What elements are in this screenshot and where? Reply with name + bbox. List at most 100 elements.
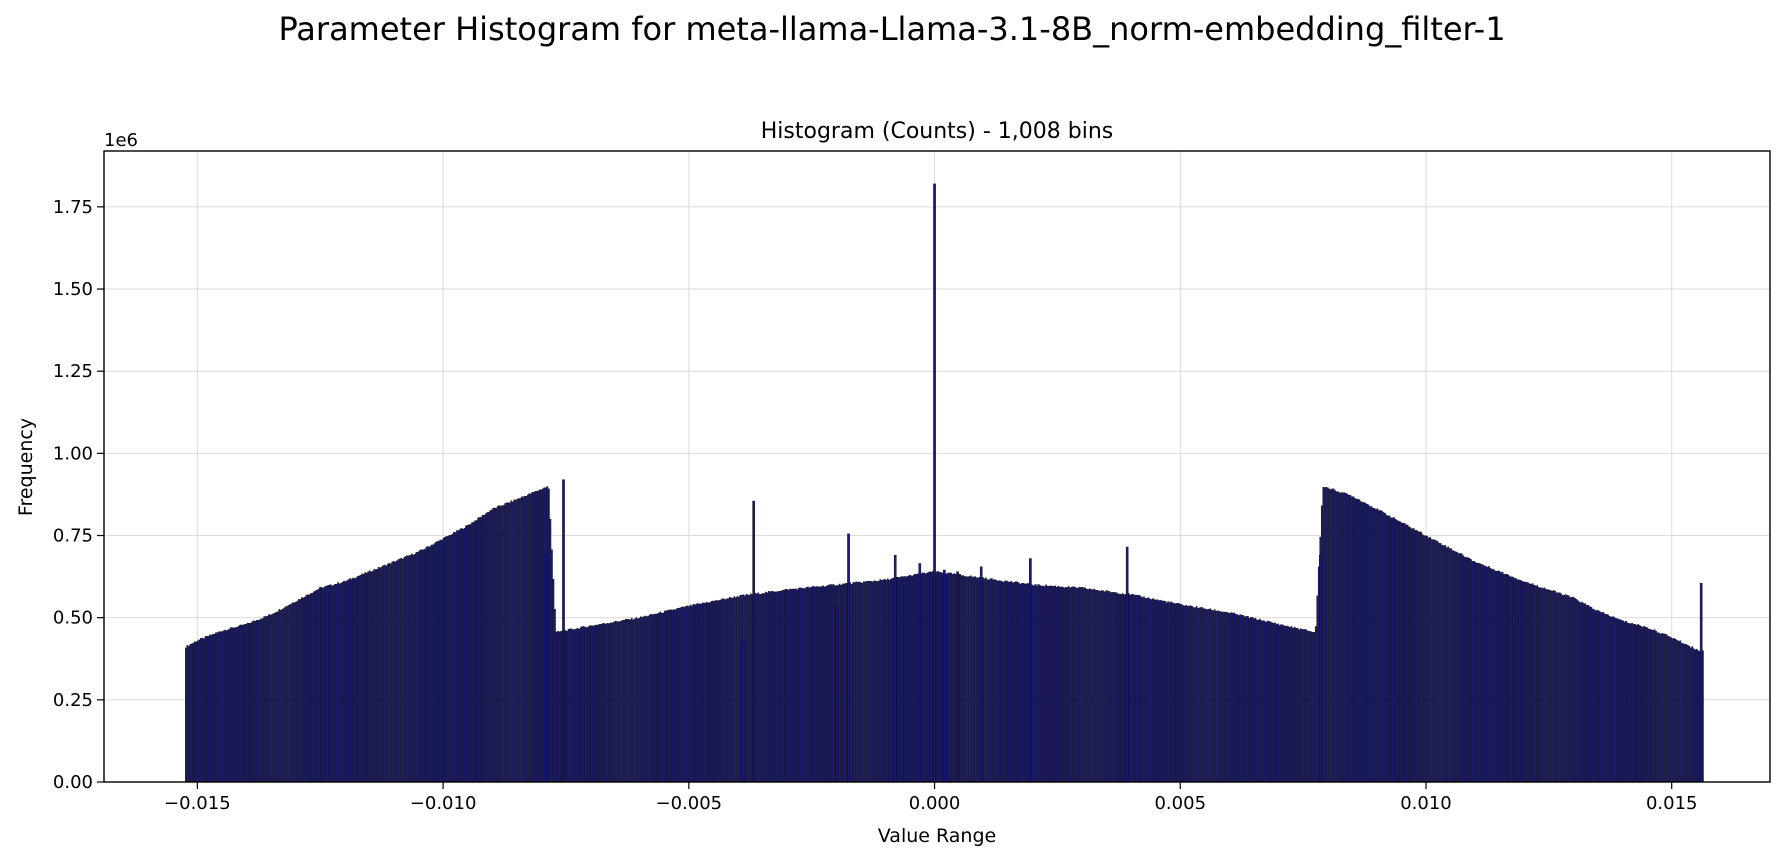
histogram-bar <box>1495 571 1498 783</box>
histogram-bar <box>1250 617 1252 783</box>
histogram-bar <box>1592 608 1594 783</box>
histogram-bar <box>411 553 413 783</box>
histogram-bar <box>542 488 544 783</box>
histogram-bar <box>1432 539 1435 783</box>
histogram-bar <box>704 602 707 783</box>
histogram-bar <box>564 630 567 783</box>
histogram-bar <box>540 489 543 783</box>
histogram-bar <box>1302 629 1305 783</box>
histogram-bar <box>876 581 879 783</box>
histogram-bar <box>768 591 770 783</box>
histogram-bar <box>1412 528 1415 783</box>
histogram-bar <box>528 493 531 783</box>
histogram-bar <box>1610 616 1612 783</box>
histogram-bar <box>1483 565 1486 783</box>
histogram-bar <box>1322 486 1325 783</box>
histogram-bar <box>1215 611 1218 783</box>
histogram-bar <box>1129 595 1132 783</box>
histogram-bar <box>891 578 894 783</box>
histogram-bar <box>584 626 586 783</box>
histogram-bar <box>480 516 482 783</box>
histogram-bar <box>796 589 799 783</box>
histogram-bar <box>1655 630 1657 783</box>
histogram-bar <box>1097 590 1100 783</box>
histogram-bar <box>655 613 657 783</box>
y-tick-label: 0.50 <box>53 608 93 629</box>
histogram-bar <box>1527 582 1529 783</box>
y-offset-label: 1e6 <box>104 130 138 151</box>
histogram-bar <box>397 559 400 783</box>
histogram-bar <box>1245 616 1248 783</box>
histogram-bar <box>1596 609 1599 783</box>
histogram-bar <box>510 500 513 783</box>
histogram-bar <box>954 574 957 783</box>
histogram-bar <box>694 604 696 783</box>
histogram-bar <box>319 587 321 783</box>
histogram-bar <box>1155 599 1157 783</box>
histogram-bar <box>436 541 439 783</box>
histogram-bar <box>587 626 589 783</box>
y-tick-label: 0.00 <box>53 772 93 793</box>
histogram-bar <box>340 583 342 783</box>
histogram-bar <box>1665 634 1668 783</box>
axes-frame <box>103 150 1771 783</box>
histogram-bar <box>204 636 207 783</box>
histogram-bar <box>1033 585 1035 783</box>
histogram-bar <box>1177 603 1180 783</box>
histogram-bar <box>721 598 723 783</box>
histogram-bar <box>311 592 314 783</box>
histogram-bar <box>1393 517 1395 783</box>
histogram-bar <box>1088 588 1091 783</box>
histogram-bar <box>792 588 794 783</box>
histogram-bar <box>692 604 695 783</box>
histogram-bar <box>1444 544 1447 783</box>
histogram-bar <box>1227 612 1230 783</box>
histogram-bar <box>1323 487 1326 783</box>
histogram-bar <box>831 584 833 783</box>
histogram-bar <box>1607 614 1609 783</box>
histogram-bar <box>929 571 931 783</box>
histogram-bar <box>1325 487 1328 783</box>
histogram-bar <box>966 576 969 783</box>
histogram-bar <box>759 594 761 783</box>
histogram-bar <box>677 607 680 783</box>
histogram-bar <box>242 625 244 783</box>
histogram-bar <box>1244 616 1246 783</box>
histogram-bar <box>1441 544 1444 783</box>
histogram-bar <box>783 589 785 783</box>
histogram-bar <box>840 585 842 783</box>
histogram-bar <box>869 580 871 783</box>
histogram-bar <box>272 613 275 783</box>
histogram-bar <box>1524 581 1526 783</box>
histogram-bar <box>1622 620 1624 783</box>
histogram-bar <box>605 623 607 783</box>
histogram-bar <box>1384 513 1386 783</box>
histogram-bar <box>884 578 886 783</box>
histogram-bar <box>600 623 603 783</box>
histogram-bar <box>1162 600 1165 783</box>
histogram-bar <box>421 549 424 783</box>
histogram-bar <box>1507 575 1510 783</box>
histogram-bar <box>1473 561 1475 783</box>
histogram-bar <box>1287 626 1290 783</box>
histogram-bar <box>527 494 529 783</box>
histogram-bar <box>1489 567 1492 783</box>
histogram-bar <box>1141 597 1144 783</box>
histogram-bar <box>288 604 291 783</box>
histogram-bar <box>953 573 955 783</box>
histogram-bar <box>828 584 830 783</box>
histogram-bar <box>1201 607 1204 783</box>
histogram-bar <box>341 581 344 783</box>
histogram-bar <box>1500 572 1502 783</box>
histogram-bar <box>1449 548 1451 783</box>
histogram-bar <box>912 575 915 783</box>
histogram-bar <box>679 607 681 783</box>
histogram-bar <box>1313 632 1316 783</box>
histogram-bar <box>233 627 235 783</box>
histogram-bar <box>1403 523 1406 783</box>
histogram-bar <box>881 580 883 783</box>
histogram-bar <box>1195 606 1198 783</box>
histogram-bar <box>326 585 329 783</box>
histogram-bar <box>903 576 906 783</box>
histogram-bar <box>530 493 532 783</box>
